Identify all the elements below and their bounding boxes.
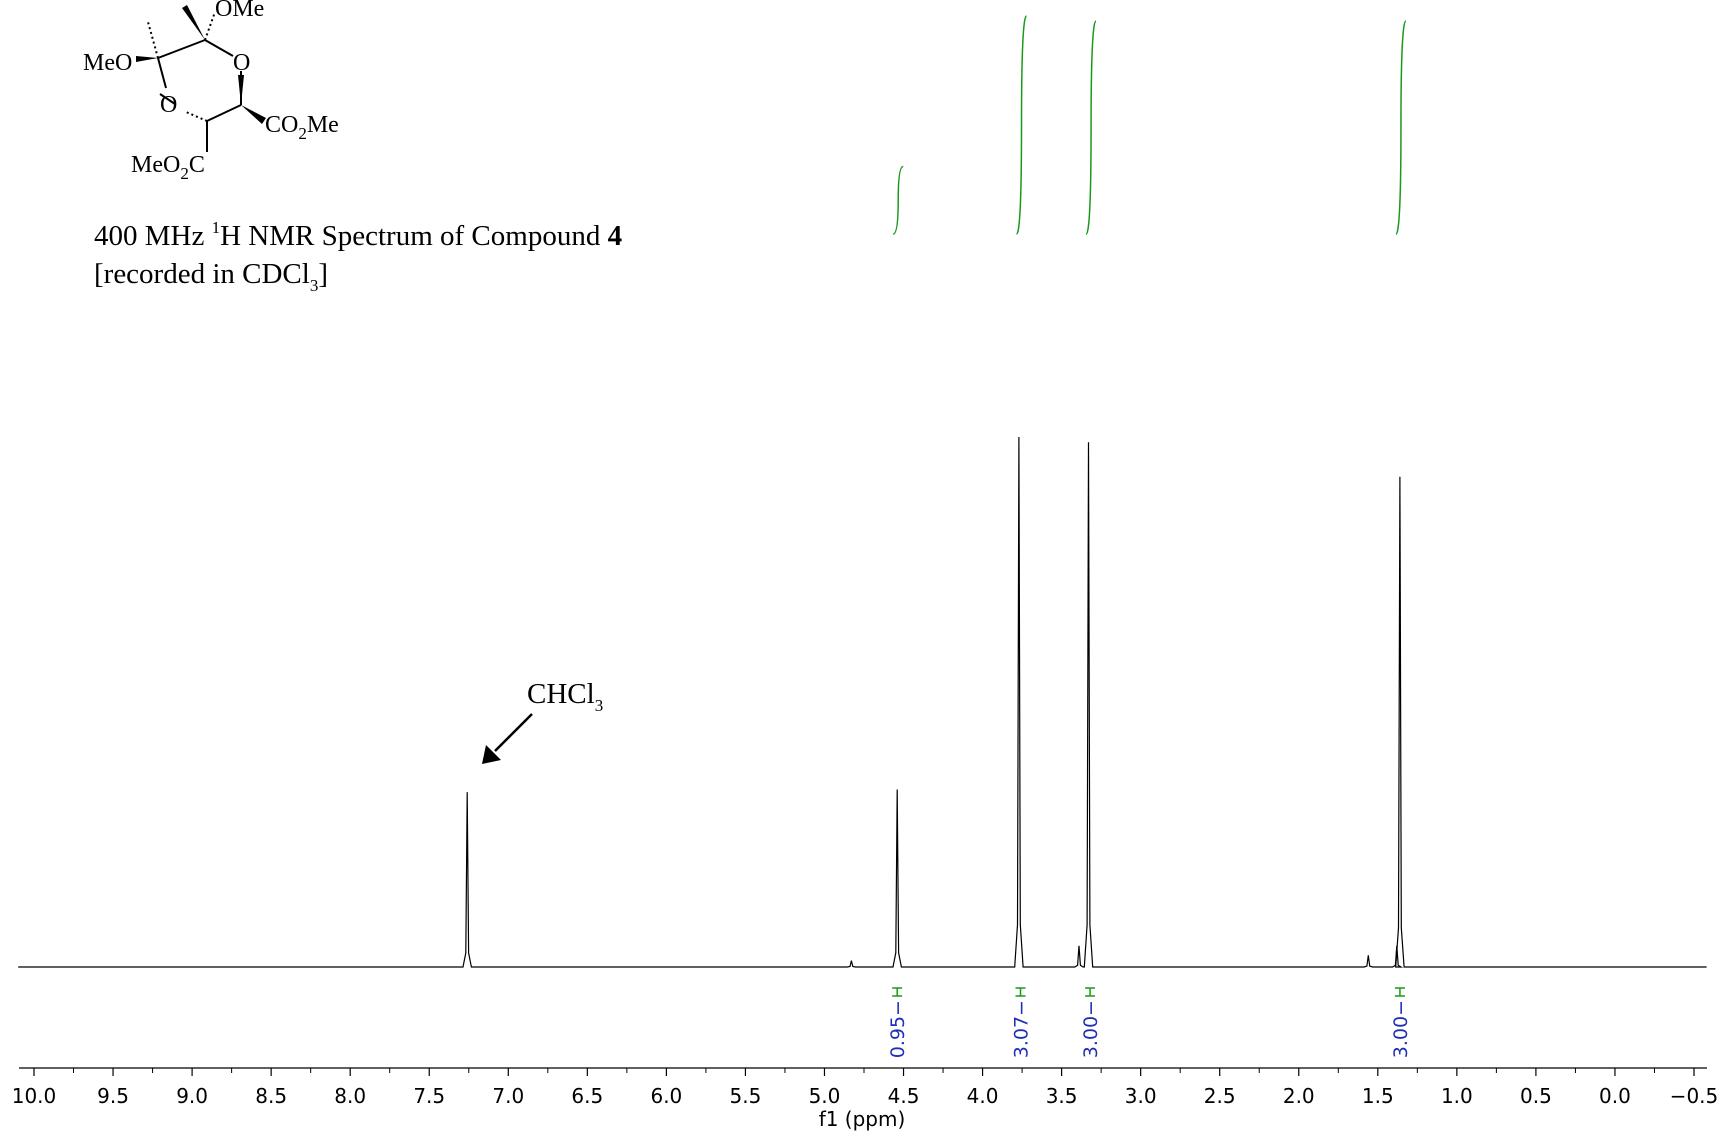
x-tick-label: 5.0: [809, 1084, 841, 1108]
integral-curve: [892, 165, 904, 235]
spectrum-trace: [18, 436, 1707, 968]
integral-curve: [1015, 15, 1028, 235]
label-o-ring-left: O: [160, 92, 177, 118]
x-tick-label: 9.5: [97, 1084, 129, 1108]
integral-bracket: [1085, 987, 1096, 997]
structure-labels: OMe MeO O O CO2Me MeO2C: [83, 0, 339, 183]
spectrum-caption: 400 MHz 1H NMR Spectrum of Compound 4 [r…: [94, 218, 622, 295]
solvent-arrow-shaft: [494, 713, 533, 752]
integral-curves: [892, 15, 1407, 235]
integral-curve: [1085, 20, 1097, 235]
x-tick-label: 9.0: [176, 1084, 208, 1108]
solvent-annotation: CHCl3: [482, 678, 603, 764]
solvent-arrow-head: [482, 745, 501, 764]
label-o-ring-right: O: [233, 50, 250, 76]
integral-markers: 0.95− 3.07− 3.00− 3.00−: [887, 987, 1412, 1058]
caption-line-2: [recorded in CDCl3]: [94, 258, 328, 295]
label-co2me-right: CO2Me: [265, 112, 339, 143]
x-tick-label: 7.5: [413, 1084, 445, 1108]
x-tick-label: −0.5: [1670, 1084, 1717, 1108]
x-tick-label: 5.5: [730, 1084, 762, 1108]
x-tick-label: 10.0: [12, 1084, 57, 1108]
x-tick-label: 8.5: [255, 1084, 287, 1108]
integral-value: 3.00−: [1080, 1000, 1102, 1058]
integral-bracket: [1394, 987, 1405, 997]
x-tick-label: 6.0: [650, 1084, 682, 1108]
x-tick-label: 7.0: [492, 1084, 524, 1108]
caption-line-1: 400 MHz 1H NMR Spectrum of Compound 4: [94, 218, 622, 252]
integral-value: 3.07−: [1011, 1000, 1033, 1058]
x-tick-label: 0.0: [1599, 1084, 1631, 1108]
integral-bracket: [892, 987, 903, 997]
integral-value: 0.95−: [887, 1000, 909, 1058]
chemical-structure: [136, 5, 266, 152]
integral-bracket: [1015, 987, 1026, 997]
label-meo2c-left: MeO2C: [131, 152, 205, 183]
x-tick-label: 0.5: [1520, 1084, 1552, 1108]
solvent-label: CHCl3: [527, 678, 603, 715]
x-tick-label: 8.0: [334, 1084, 366, 1108]
integral-curve: [1395, 20, 1407, 235]
x-axis-ticks: 10.0 9.5 9.0 8.5 8.0 7.5 7.0 6.5 6.0 5.5 5.0 4.5 4.0…: [12, 1068, 1717, 1108]
x-tick-label: 3.0: [1125, 1084, 1157, 1108]
integral-value: 3.00−: [1390, 1000, 1412, 1058]
x-tick-label: 4.0: [967, 1084, 999, 1108]
x-axis-label: f1 (ppm): [819, 1107, 906, 1131]
label-ome-top: OMe: [215, 0, 264, 22]
x-tick-label: 4.5: [888, 1084, 920, 1108]
x-tick-label: 1.5: [1362, 1084, 1394, 1108]
label-meo-left: MeO: [83, 50, 132, 76]
x-tick-label: 1.0: [1441, 1084, 1473, 1108]
x-tick-label: 3.5: [1046, 1084, 1078, 1108]
x-tick-label: 2.5: [1204, 1084, 1236, 1108]
x-tick-label: 2.0: [1283, 1084, 1315, 1108]
x-tick-label: 6.5: [571, 1084, 603, 1108]
